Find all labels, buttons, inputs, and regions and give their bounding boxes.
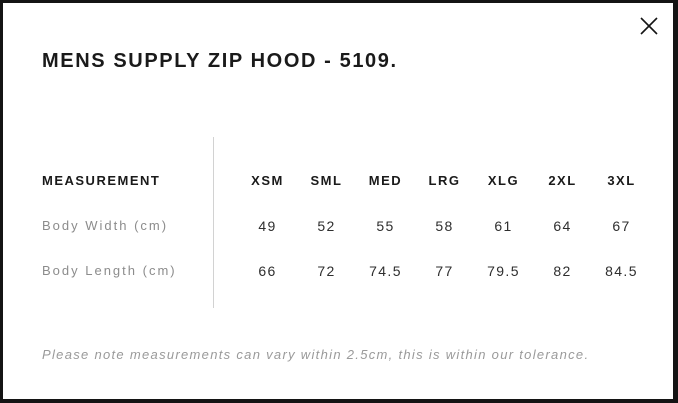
body-width-value: 52 (317, 217, 336, 234)
size-header-2xl: 2XL (548, 173, 577, 188)
body-length-value: 84.5 (605, 262, 638, 279)
body-length-value: 72 (317, 262, 336, 279)
tolerance-note: Please note measurements can vary within… (42, 347, 590, 362)
size-header-med: MED (368, 173, 403, 188)
close-button[interactable] (634, 12, 664, 42)
body-width-value: 49 (258, 217, 277, 234)
size-header-3xl: 3XL (607, 173, 636, 188)
size-header-xsm: XSM (251, 173, 284, 188)
size-header-xlg: XLG (487, 173, 520, 188)
size-header-lrg: LRG (428, 173, 461, 188)
body-length-value: 77 (435, 262, 454, 279)
page-title: MENS SUPPLY ZIP HOOD - 5109. (42, 50, 398, 72)
close-icon (638, 15, 660, 40)
table-row: Body Length (cm) 66 72 74.5 77 79.5 82 8… (42, 248, 651, 293)
table-divider (213, 137, 214, 308)
body-width-value: 64 (553, 217, 572, 234)
body-width-value: 61 (494, 217, 513, 234)
body-length-value: 82 (553, 262, 572, 279)
body-length-value: 74.5 (369, 262, 402, 279)
body-length-value: 66 (258, 262, 277, 279)
table-row: Body Width (cm) 49 52 55 58 61 64 67 (42, 203, 651, 248)
body-width-value: 58 (435, 217, 454, 234)
size-chart-table: MEASUREMENT XSM SML MED LRG XLG 2XL 3XL … (42, 158, 651, 293)
table-header-row: MEASUREMENT XSM SML MED LRG XLG 2XL 3XL (42, 158, 651, 203)
row-label-body-width: Body Width (cm) (42, 218, 169, 233)
body-width-value: 67 (612, 217, 631, 234)
measurement-header: MEASUREMENT (42, 173, 161, 188)
body-width-value: 55 (376, 217, 395, 234)
body-length-value: 79.5 (487, 262, 520, 279)
row-label-body-length: Body Length (cm) (42, 263, 177, 278)
size-header-sml: SML (310, 173, 343, 188)
